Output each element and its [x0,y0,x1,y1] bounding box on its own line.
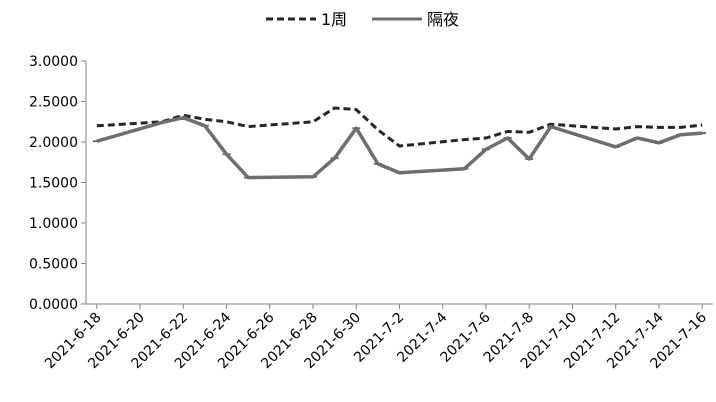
axes: 0.0000 0.5000 1.0000 1.5000 2.0000 2.5000 3.00… [29,54,713,372]
series-line-1 [96,115,703,180]
y-tick-label: 2.5000 [29,95,78,111]
legend: 1周 隔夜 [266,10,459,29]
legend-label-0: 1周 [321,10,347,29]
y-tick-label: 1.5000 [29,176,78,192]
legend-label-1: 隔夜 [427,10,459,29]
y-tick-label: 2.0000 [29,135,78,151]
y-tick-label: 0.5000 [29,257,78,273]
y-tick-label: 1.0000 [29,216,78,232]
series-layer [92,106,707,180]
y-tick-label: 3.0000 [29,54,78,70]
y-tick-label: 0.0000 [29,297,78,313]
series-line-0 [96,106,703,148]
